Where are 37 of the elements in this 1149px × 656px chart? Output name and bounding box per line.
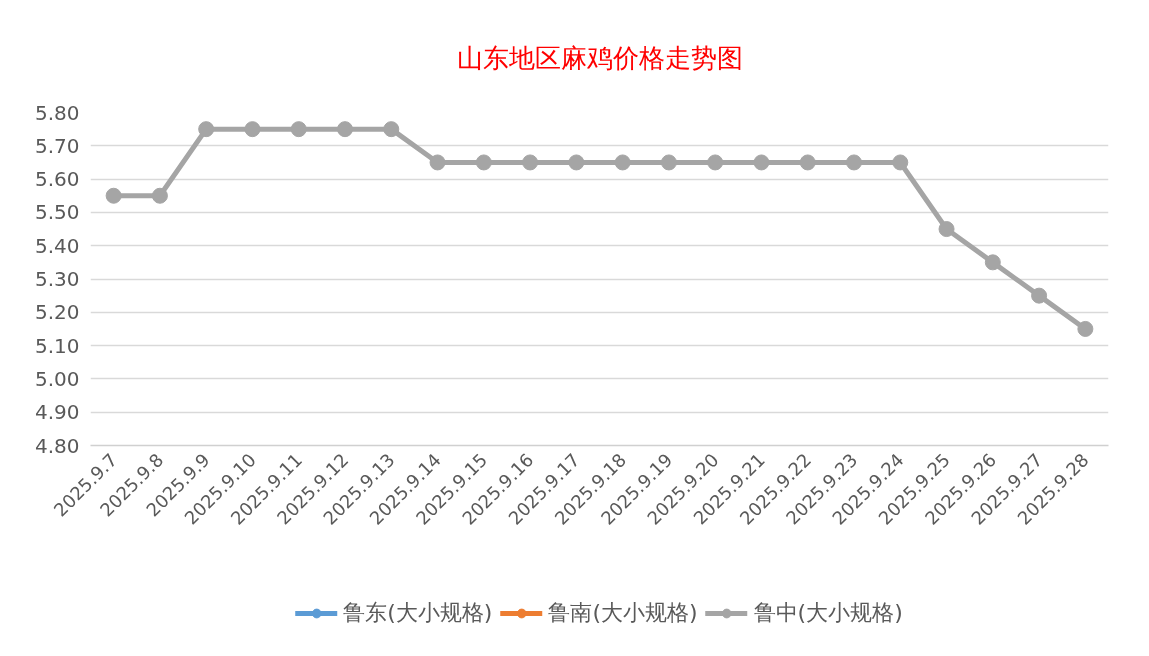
legend-label: 鲁南(大小规格) [548, 599, 698, 627]
point [290, 121, 307, 138]
point [892, 154, 909, 171]
point [1077, 320, 1094, 337]
y-tick-label: 5.70 [34, 133, 80, 158]
y-tick-label: 5.30 [34, 267, 80, 291]
point [753, 154, 770, 171]
point [846, 154, 862, 171]
point [707, 154, 724, 171]
y-tick-label: 4.90 [34, 400, 80, 425]
point [660, 154, 677, 171]
point [984, 254, 1001, 271]
y-tick-label: 5.10 [34, 333, 80, 358]
y-tick-label: 5.80 [34, 100, 80, 125]
y-tick-label: 5.60 [34, 167, 80, 192]
legend-label: 鲁东(大小规格) [343, 599, 493, 627]
point [568, 154, 585, 171]
point [799, 154, 816, 171]
point [383, 121, 400, 138]
point [244, 121, 261, 138]
chart-title: 山东地区麻鸡价格走势图 [456, 42, 743, 73]
point [105, 187, 122, 204]
y-tick-label: 4.80 [34, 433, 80, 458]
point [337, 121, 353, 138]
point [151, 187, 168, 204]
point [614, 154, 631, 171]
point [198, 121, 215, 138]
point [938, 221, 955, 238]
y-tick-label: 5.00 [34, 366, 80, 391]
point [522, 154, 539, 171]
point [1031, 287, 1048, 304]
legend-label: 鲁中(大小规格) [753, 599, 903, 627]
point [429, 154, 446, 171]
y-tick-label: 5.50 [34, 200, 80, 225]
y-tick-label: 5.40 [34, 233, 80, 258]
point [475, 154, 492, 171]
y-tick-label: 5.20 [34, 300, 80, 325]
